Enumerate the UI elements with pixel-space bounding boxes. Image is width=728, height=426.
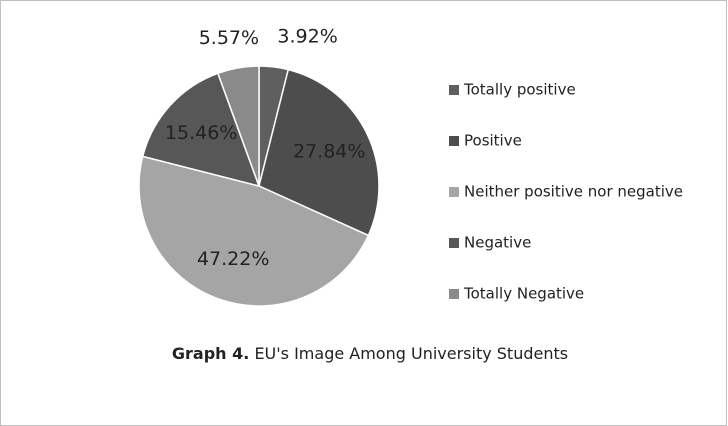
data-label: 15.46%: [165, 122, 237, 144]
legend-label: Negative: [464, 234, 531, 252]
caption: Graph 4. EU's Image Among University Stu…: [172, 344, 568, 363]
legend-swatch: [449, 238, 459, 248]
pie-slice: [216, 65, 260, 187]
legend-label: Neither positive nor negative: [464, 183, 683, 201]
data-label: 5.57%: [199, 27, 259, 49]
legend-label: Totally Negative: [463, 285, 584, 303]
data-label: 47.22%: [197, 248, 269, 270]
legend-label: Totally positive: [463, 81, 576, 99]
legend-swatch: [449, 187, 459, 197]
caption-label: Graph 4.: [172, 344, 249, 363]
data-label: 27.84%: [293, 141, 365, 163]
pie-slice: [138, 155, 370, 307]
legend-label: Positive: [464, 132, 522, 150]
legend-swatch: [449, 289, 459, 299]
chart-title: EU's Image Among University Students: [254, 344, 568, 363]
data-label: 3.92%: [277, 26, 337, 48]
pie-slice: [258, 68, 380, 237]
legend-swatch: [449, 136, 459, 146]
pie-slice: [141, 72, 261, 188]
legend-swatch: [449, 85, 459, 95]
